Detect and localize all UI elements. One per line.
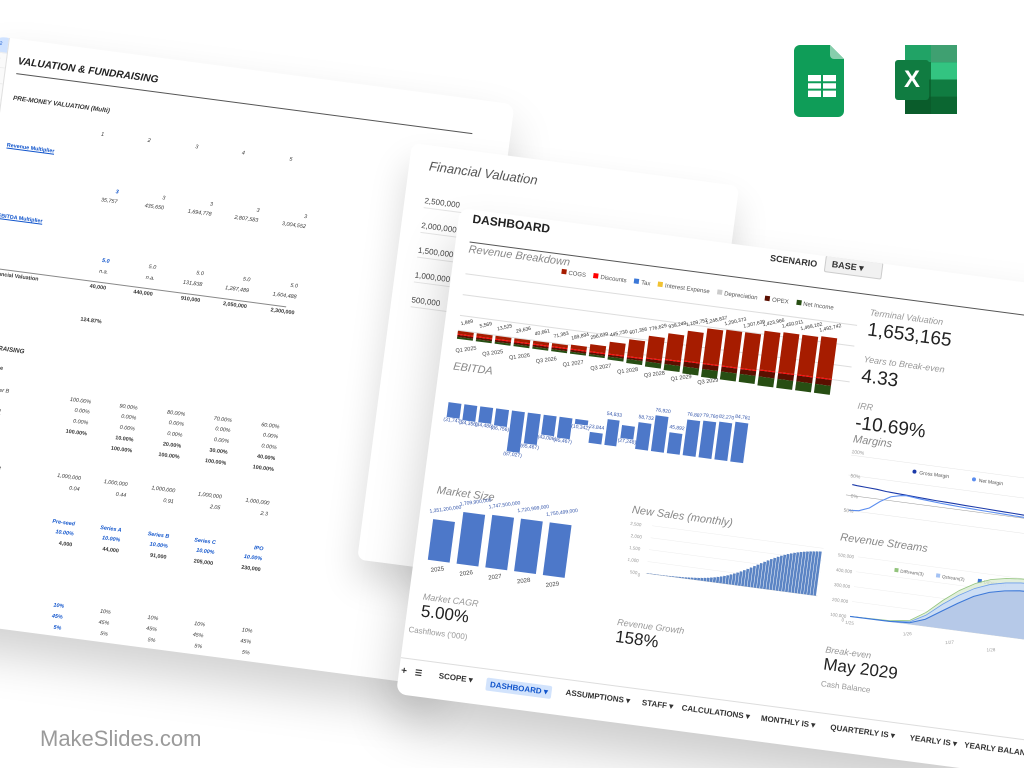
svg-text:100,000: 100,000 xyxy=(830,612,847,619)
svg-text:1,000: 1,000 xyxy=(627,557,639,563)
svg-text:1/27: 1/27 xyxy=(945,640,954,645)
svg-text:Qstream(2): Qstream(2) xyxy=(942,574,966,582)
svg-text:1/25: 1/25 xyxy=(845,620,855,626)
svg-text:DIRream(3): DIRream(3) xyxy=(900,569,924,577)
svg-text:50%: 50% xyxy=(850,473,861,480)
svg-text:400,000: 400,000 xyxy=(836,567,853,574)
svg-text:300,000: 300,000 xyxy=(834,582,851,589)
svg-text:Gross Margin: Gross Margin xyxy=(919,470,950,480)
svg-text:0: 0 xyxy=(637,572,641,577)
svg-text:1,500: 1,500 xyxy=(629,545,641,551)
svg-text:1/26: 1/26 xyxy=(903,631,912,636)
svg-text:2,000: 2,000 xyxy=(630,533,642,539)
svg-text:2,500: 2,500 xyxy=(630,521,642,527)
svg-text:X: X xyxy=(904,66,920,93)
svg-text:-50%: -50% xyxy=(843,507,854,515)
svg-text:Net Margin: Net Margin xyxy=(978,478,1003,487)
svg-text:200,000: 200,000 xyxy=(832,597,849,604)
svg-text:100%: 100% xyxy=(851,449,865,457)
svg-text:0%: 0% xyxy=(850,493,858,500)
svg-text:1/28: 1/28 xyxy=(986,647,995,652)
svg-text:500,000: 500,000 xyxy=(838,552,855,559)
